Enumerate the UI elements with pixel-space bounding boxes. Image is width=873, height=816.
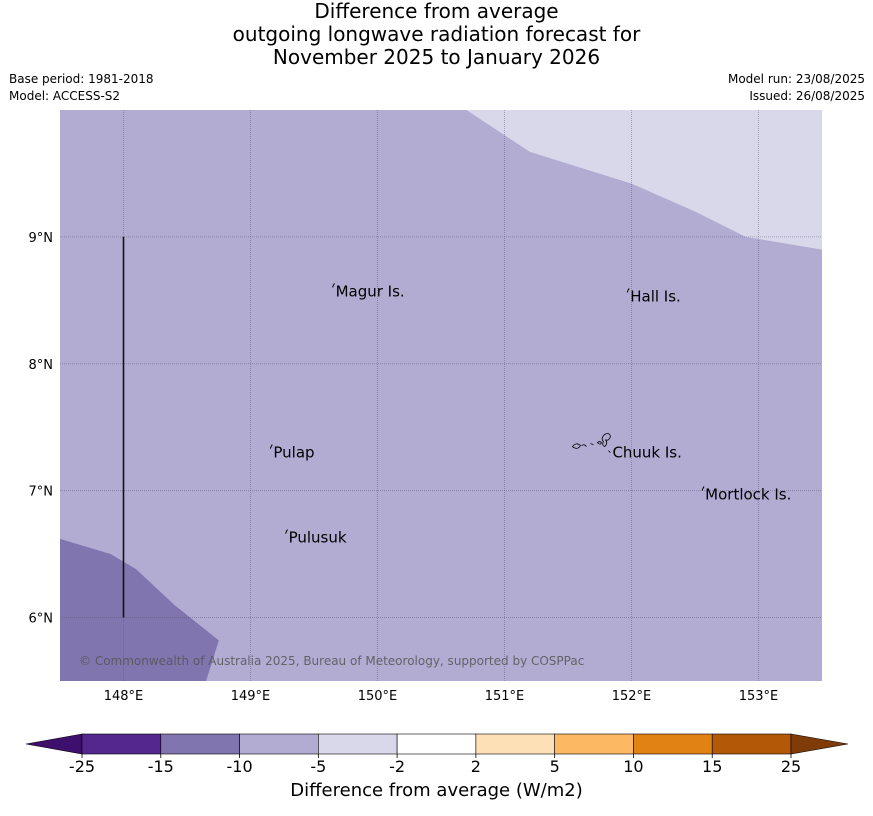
pulap-island-outline bbox=[269, 444, 273, 449]
lon-tick-label: 150°E bbox=[358, 689, 398, 704]
colorbar-under-arrow bbox=[25, 733, 83, 755]
colorbar-bin bbox=[81, 733, 162, 755]
colorbar-tick-label: -5 bbox=[310, 757, 326, 776]
model-run-label: Model run: 23/08/2025 bbox=[727, 72, 865, 86]
lat-tick-label: 7°N bbox=[29, 485, 54, 500]
place-label-mortlock-is: Mortlock Is. bbox=[705, 485, 791, 503]
colorbar-tick-label: -10 bbox=[226, 757, 252, 776]
copyright-credit: © Commonwealth of Australia 2025, Bureau… bbox=[79, 654, 584, 668]
pulusuk-island-outline bbox=[285, 529, 288, 534]
colorbar-bin bbox=[396, 733, 477, 755]
colorbar-bin bbox=[633, 733, 713, 755]
colorbar-title: Difference from average (W/m2) bbox=[290, 780, 583, 801]
magur-is-island-outline bbox=[332, 283, 335, 288]
lat-tick-label: 9°N bbox=[29, 231, 54, 246]
colorbar-tick-label: 10 bbox=[623, 757, 643, 776]
lat-tick-label: 6°N bbox=[29, 612, 54, 627]
lon-tick-label: 149°E bbox=[231, 689, 271, 704]
hall-is-island-outline bbox=[626, 288, 630, 293]
colorbar-tick-label: -2 bbox=[389, 757, 405, 776]
title-line-2: outgoing longwave radiation forecast for bbox=[232, 22, 641, 46]
chuuk-islands-outline bbox=[571, 433, 611, 453]
base-period-label: Base period: 1981-2018 bbox=[9, 72, 154, 86]
place-label-chuuk-is: Chuuk Is. bbox=[612, 444, 681, 462]
colorbar-bin bbox=[318, 733, 398, 755]
lon-tick-label: 152°E bbox=[612, 689, 652, 704]
title-line-1: Difference from average bbox=[314, 0, 559, 23]
colorbar-over-arrow bbox=[790, 733, 849, 755]
colorbar-tick-label: 5 bbox=[550, 757, 560, 776]
colorbar-tick-label: 15 bbox=[702, 757, 722, 776]
colorbar-bin bbox=[239, 733, 319, 755]
map-plot: Magur Is. Hall Is. Pulap Chuuk Is. Mortlock … bbox=[29, 110, 822, 704]
colorbar-bin bbox=[475, 733, 555, 755]
meta-right: Model run: 23/08/2025 Issued: 26/08/2025 bbox=[728, 71, 865, 105]
colorbar-bin bbox=[160, 733, 240, 755]
colorbar-tick-label: 2 bbox=[471, 757, 481, 776]
mortlock-is-island-outline bbox=[701, 486, 705, 491]
place-label-hall-is: Hall Is. bbox=[630, 288, 681, 306]
lon-tick-label: 153°E bbox=[739, 689, 779, 704]
lon-tick-label: 151°E bbox=[485, 689, 525, 704]
colorbar-bin bbox=[711, 733, 792, 755]
anomaly-zone-2 bbox=[60, 538, 219, 681]
place-label-magur-is: Magur Is. bbox=[336, 282, 405, 300]
colorbar-bin bbox=[554, 733, 634, 755]
anomaly-zone-1 bbox=[466, 110, 822, 250]
issued-label: Issued: 26/08/2025 bbox=[749, 89, 865, 103]
lon-tick-label: 148°E bbox=[104, 689, 144, 704]
colorbar-tick-label: 25 bbox=[781, 757, 801, 776]
place-label-pulusuk: Pulusuk bbox=[289, 529, 347, 547]
model-label: Model: ACCESS-S2 bbox=[9, 89, 121, 103]
lat-tick-label: 8°N bbox=[29, 358, 54, 373]
colorbar-tick-label: -25 bbox=[69, 757, 95, 776]
title-line-3: November 2025 to January 2026 bbox=[272, 45, 601, 69]
map-title: Difference from average outgoing longwav… bbox=[0, 0, 873, 69]
place-label-pulap: Pulap bbox=[273, 444, 314, 462]
colorbar-tick-label: -15 bbox=[148, 757, 174, 776]
meta-left: Base period: 1981-2018 Model: ACCESS-S2 bbox=[9, 71, 154, 105]
